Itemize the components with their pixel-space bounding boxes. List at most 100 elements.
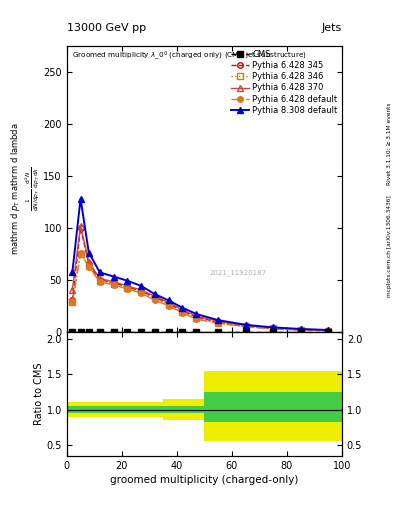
Pythia 6.428 345: [152, 294, 157, 301]
Pythia 6.428 default: [180, 310, 185, 316]
Pythia 6.428 default: [78, 249, 83, 255]
Pythia 6.428 345: [70, 297, 75, 304]
Pythia 6.428 345: [326, 328, 331, 334]
Pythia 8.308 default: [243, 322, 248, 328]
Pythia 6.428 345: [111, 280, 116, 286]
Pythia 8.308 default: [70, 269, 75, 275]
CMS: [78, 329, 83, 335]
Text: Rivet 3.1.10; ≥ 3.1M events: Rivet 3.1.10; ≥ 3.1M events: [387, 102, 391, 185]
CMS: [152, 329, 157, 335]
CMS: [298, 329, 303, 335]
Text: 13000 GeV pp: 13000 GeV pp: [67, 23, 146, 33]
CMS: [326, 329, 331, 335]
Pythia 6.428 default: [70, 300, 75, 306]
CMS: [139, 329, 143, 335]
Pythia 6.428 370: [111, 279, 116, 285]
Y-axis label: Ratio to CMS: Ratio to CMS: [34, 362, 44, 425]
Pythia 8.308 default: [86, 249, 91, 255]
Pythia 6.428 default: [152, 297, 157, 304]
Line: CMS: CMS: [70, 329, 331, 334]
CMS: [111, 329, 116, 335]
Line: Pythia 6.428 346: Pythia 6.428 346: [70, 251, 331, 333]
Pythia 8.308 default: [180, 305, 185, 311]
Pythia 6.428 345: [139, 288, 143, 294]
Pythia 6.428 345: [97, 276, 102, 283]
Line: Pythia 6.428 default: Pythia 6.428 default: [70, 250, 331, 333]
Text: mcplots.cern.ch [arXiv:1306.3436]: mcplots.cern.ch [arXiv:1306.3436]: [387, 195, 391, 296]
Pythia 6.428 370: [97, 275, 102, 282]
CMS: [86, 329, 91, 335]
Pythia 6.428 370: [125, 283, 130, 289]
Pythia 6.428 default: [97, 279, 102, 285]
Pythia 6.428 default: [243, 324, 248, 330]
CMS: [216, 329, 220, 335]
Line: Pythia 8.308 default: Pythia 8.308 default: [70, 196, 331, 333]
Pythia 6.428 345: [125, 284, 130, 290]
Pythia 6.428 346: [166, 302, 171, 308]
Pythia 6.428 345: [271, 325, 275, 331]
Text: Groomed multiplicity $\lambda\_0^0$ (charged only) (CMS jet substructure): Groomed multiplicity $\lambda\_0^0$ (cha…: [72, 49, 307, 62]
Pythia 6.428 346: [243, 323, 248, 329]
Pythia 6.428 346: [152, 295, 157, 302]
Pythia 6.428 370: [216, 318, 220, 324]
Pythia 6.428 default: [326, 328, 331, 334]
Pythia 8.308 default: [78, 196, 83, 202]
Pythia 6.428 346: [86, 263, 91, 269]
Pythia 8.308 default: [166, 297, 171, 304]
Pythia 6.428 370: [271, 325, 275, 331]
Pythia 6.428 346: [125, 285, 130, 291]
Legend: CMS, Pythia 6.428 345, Pythia 6.428 346, Pythia 6.428 370, Pythia 6.428 default,: CMS, Pythia 6.428 345, Pythia 6.428 346,…: [229, 49, 340, 116]
Pythia 6.428 370: [86, 259, 91, 265]
Pythia 8.308 default: [194, 311, 198, 317]
Pythia 6.428 370: [326, 327, 331, 333]
Pythia 6.428 default: [216, 320, 220, 326]
Pythia 6.428 370: [166, 300, 171, 306]
Pythia 6.428 346: [271, 325, 275, 331]
CMS: [125, 329, 130, 335]
Pythia 6.428 370: [78, 223, 83, 229]
Pythia 6.428 default: [111, 282, 116, 288]
X-axis label: groomed multiplicity (charged-only): groomed multiplicity (charged-only): [110, 475, 299, 485]
Pythia 6.428 default: [166, 303, 171, 309]
Line: Pythia 6.428 345: Pythia 6.428 345: [70, 225, 331, 333]
Line: Pythia 6.428 370: Pythia 6.428 370: [70, 223, 331, 333]
Pythia 6.428 370: [194, 313, 198, 319]
Pythia 6.428 346: [97, 278, 102, 284]
Pythia 6.428 345: [194, 314, 198, 320]
Pythia 6.428 370: [298, 327, 303, 333]
Pythia 6.428 345: [166, 301, 171, 307]
Pythia 6.428 345: [180, 308, 185, 314]
Pythia 8.308 default: [298, 326, 303, 332]
Pythia 8.308 default: [152, 291, 157, 297]
Pythia 6.428 default: [139, 290, 143, 296]
Pythia 8.308 default: [271, 324, 275, 330]
Pythia 6.428 346: [326, 328, 331, 334]
Pythia 6.428 345: [86, 261, 91, 267]
Pythia 8.308 default: [125, 278, 130, 284]
Pythia 6.428 default: [125, 286, 130, 292]
Pythia 6.428 346: [111, 281, 116, 287]
Pythia 6.428 345: [243, 323, 248, 329]
Pythia 8.308 default: [97, 269, 102, 275]
Pythia 6.428 370: [180, 307, 185, 313]
CMS: [243, 329, 248, 335]
Pythia 6.428 345: [298, 327, 303, 333]
Pythia 6.428 default: [194, 316, 198, 322]
Pythia 8.308 default: [326, 327, 331, 333]
Pythia 6.428 346: [78, 251, 83, 257]
Pythia 6.428 346: [70, 300, 75, 306]
Pythia 8.308 default: [139, 283, 143, 289]
Pythia 6.428 345: [78, 225, 83, 231]
CMS: [180, 329, 185, 335]
Pythia 6.428 346: [180, 309, 185, 315]
Pythia 6.428 346: [216, 320, 220, 326]
Pythia 6.428 370: [139, 287, 143, 293]
Pythia 6.428 346: [298, 327, 303, 333]
CMS: [194, 329, 198, 335]
CMS: [166, 329, 171, 335]
CMS: [70, 329, 75, 335]
Pythia 6.428 default: [86, 264, 91, 270]
Pythia 8.308 default: [216, 317, 220, 323]
Y-axis label: mathrm d $p_\mathrm{T}$ mathrm d lambda
$\frac{1}{\mathrm{d}N/\mathrm{d}p_T}\ \f: mathrm d $p_\mathrm{T}$ mathrm d lambda …: [9, 122, 42, 255]
CMS: [97, 329, 102, 335]
